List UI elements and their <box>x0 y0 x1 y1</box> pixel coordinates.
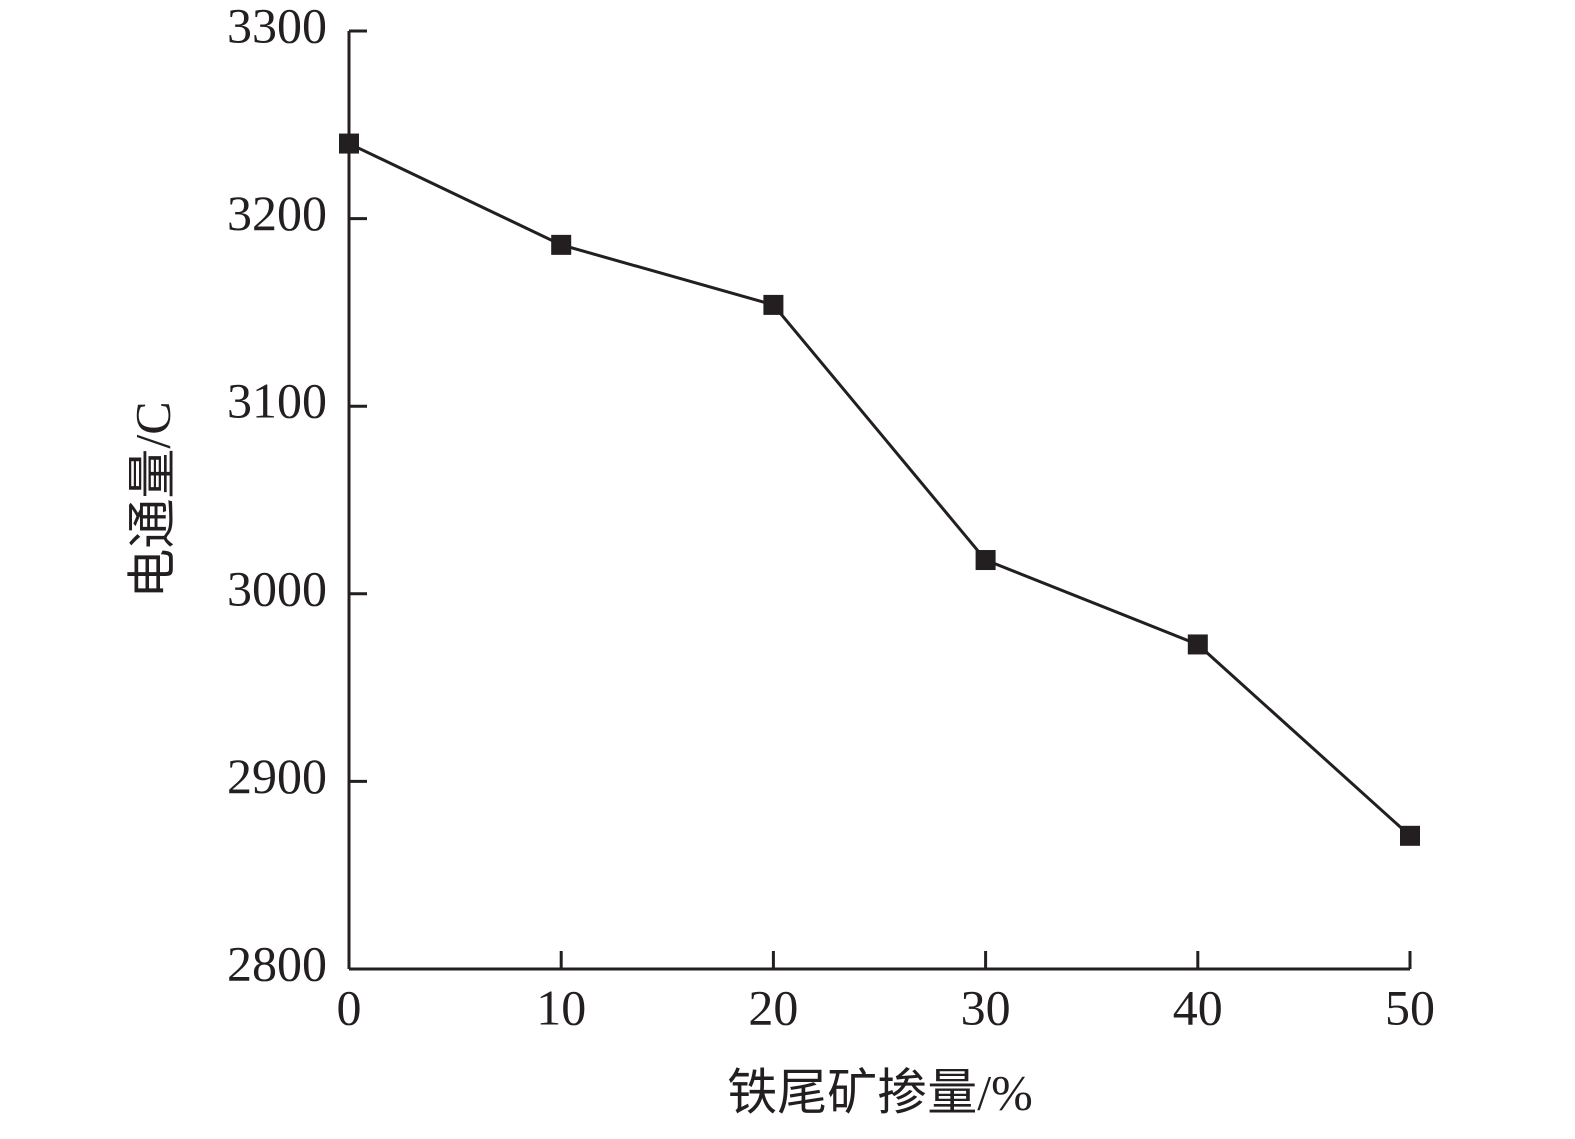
y-tick-label: 3100 <box>227 373 327 429</box>
x-tick-label: 30 <box>961 979 1011 1035</box>
marker <box>551 234 572 255</box>
marker <box>763 294 784 315</box>
x-tick-label: 0 <box>337 979 362 1035</box>
y-tick-label: 2900 <box>227 748 327 804</box>
line <box>348 142 1412 837</box>
x-tick-label: 40 <box>1173 979 1223 1035</box>
y-tick-label: 3000 <box>227 560 327 616</box>
marker <box>1187 634 1208 655</box>
x-tick-label: 20 <box>748 979 798 1035</box>
y-tick-label: 2800 <box>227 935 327 991</box>
marker <box>339 133 359 154</box>
x-tick-label: 50 <box>1385 979 1435 1035</box>
y-axis-label: 电通量/C <box>124 401 180 598</box>
y-tick-label: 3200 <box>227 185 327 241</box>
marker <box>975 550 996 571</box>
x-tick-label: 10 <box>536 979 586 1035</box>
x-axis-label: 铁尾矿掺量/% <box>727 1064 1033 1120</box>
y-tick-label: 3300 <box>227 0 327 53</box>
marker <box>1400 825 1420 846</box>
